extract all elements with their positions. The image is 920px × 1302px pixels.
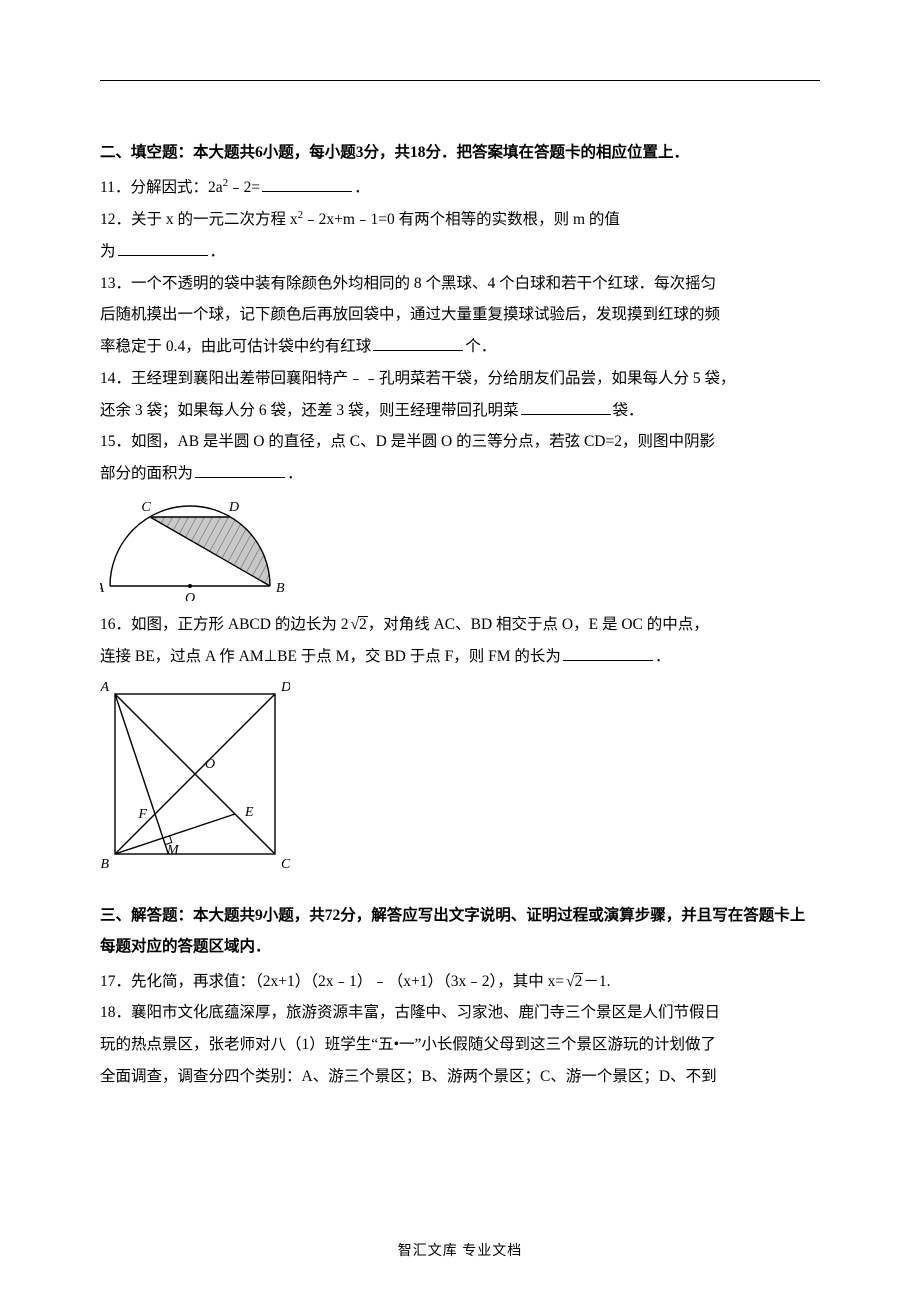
- q15-l1: 15．如图，AB 是半圆 O 的直径，点 C、D 是半圆 O 的三等分点，若弦 …: [100, 426, 820, 458]
- svg-text:O: O: [185, 591, 195, 601]
- svg-text:B: B: [276, 581, 285, 596]
- q16-figure: A D B C O E F M: [100, 679, 820, 874]
- svg-text:O: O: [205, 757, 215, 772]
- q17-sqrt: 2: [574, 973, 584, 990]
- q13-l3a: 率稳定于 0.4，由此可估计袋中约有红球: [100, 338, 371, 355]
- q16-l1: 16．如图，正方形 ABCD 的边长为 2√2，对角线 AC、BD 相交于点 O…: [100, 609, 820, 641]
- q17: 17．先化简，再求值：（2x+1）（2x﹣1）﹣（x+1）（3x﹣2），其中 x…: [100, 966, 820, 998]
- q13-blank: [373, 336, 463, 352]
- q18-l3: 全面调查，调查分四个类别：A、游三个景区；B、游两个景区；C、游一个景区；D、不…: [100, 1061, 820, 1093]
- q12-l2pre: 为: [100, 243, 116, 260]
- q17-a: 先化简，再求值：（2x+1）（2x﹣1）﹣（x+1）（3x﹣2），其中 x=: [131, 973, 564, 990]
- q12-l1: 12．关于 x 的一元二次方程 x2﹣2x+m﹣1=0 有两个相等的实数根，则 …: [100, 204, 820, 236]
- q11-pre: 分解因式：2a: [130, 179, 222, 196]
- q13-l3b: 个．: [465, 338, 496, 355]
- svg-text:C: C: [141, 500, 151, 515]
- q18-l1t: 襄阳市文化底蕴深厚，旅游资源丰富，古隆中、习家池、鹿门寺三个景区是人们节假日: [131, 1004, 720, 1021]
- q12-tail: ．: [210, 243, 226, 260]
- q17-b: －1: [583, 973, 606, 990]
- q11: 11．分解因式：2a2﹣2=．: [100, 172, 820, 204]
- svg-text:C: C: [281, 857, 290, 872]
- q18-l2: 玩的热点景区，张老师对八（1）班学生“五•一”小长假随父母到这三个景区游玩的计划…: [100, 1029, 820, 1061]
- q12-blank: [118, 240, 208, 256]
- svg-text:A: A: [100, 581, 104, 596]
- svg-text:D: D: [228, 500, 239, 515]
- q12-l2: 为．: [100, 236, 820, 268]
- q14-l1: 14．王经理到襄阳出差带回襄阳特产﹣﹣孔明菜若干袋，分给朋友们品尝，如果每人分 …: [100, 363, 820, 395]
- svg-text:F: F: [137, 807, 147, 822]
- q12-pre: 关于 x 的一元二次方程 x: [131, 211, 298, 228]
- section2-title: 二、填空题：本大题共6小题，每小题3分，共18分．把答案填在答题卡的相应位置上．: [100, 137, 820, 168]
- q18-l1: 18．襄阳市文化底蕴深厚，旅游资源丰富，古隆中、习家池、鹿门寺三个景区是人们节假…: [100, 997, 820, 1029]
- q13-num: 13．: [100, 275, 131, 292]
- q11-tail: ．: [354, 179, 370, 196]
- q11-num: 11．: [100, 179, 130, 196]
- q15-l1t: 如图，AB 是半圆 O 的直径，点 C、D 是半圆 O 的三等分点，若弦 CD=…: [131, 433, 715, 450]
- q13-l1: 13．一个不透明的袋中装有除颜色外均相同的 8 个黑球、4 个白球和若干个红球．…: [100, 268, 820, 300]
- page-footer: 智汇文库 专业文档: [0, 1240, 920, 1260]
- svg-text:B: B: [100, 857, 109, 872]
- q15-blank: [195, 463, 285, 479]
- q14-l2a: 还余 3 袋；如果每人分 6 袋，还差 3 袋，则王经理带回孔明菜: [100, 402, 519, 419]
- q15-l2: 部分的面积为 ．: [100, 458, 820, 490]
- sqrt2-icon-2: √2: [564, 966, 583, 998]
- svg-text:D: D: [280, 680, 290, 695]
- q12-mid: ﹣2x+m﹣1=0 有两个相等的实数根，则 m 的值: [303, 211, 620, 228]
- q16-blank: [563, 645, 653, 661]
- q13-l1t: 一个不透明的袋中装有除颜色外均相同的 8 个黑球、4 个白球和若干个红球．每次摇…: [131, 275, 716, 292]
- sqrt2-icon-1: √2: [348, 609, 367, 641]
- q13-l3: 率稳定于 0.4，由此可估计袋中约有红球 个．: [100, 331, 820, 363]
- q14-l2: 还余 3 袋；如果每人分 6 袋，还差 3 袋，则王经理带回孔明菜 袋．: [100, 395, 820, 427]
- q11-blank: [262, 177, 352, 193]
- q11-mid: ﹣2=: [228, 179, 260, 196]
- q14-l2b: 袋．: [613, 402, 644, 419]
- q15-figure: A B O C D: [100, 496, 820, 601]
- q17-tail: .: [607, 973, 611, 990]
- q15-l2b: ．: [287, 465, 303, 482]
- q18-num: 18．: [100, 1004, 131, 1021]
- svg-text:M: M: [166, 843, 180, 858]
- q14-l1t: 王经理到襄阳出差带回襄阳特产﹣﹣孔明菜若干袋，分给朋友们品尝，如果每人分 5 袋…: [131, 370, 736, 387]
- q16-l2b: ．: [655, 648, 671, 665]
- q17-num: 17．: [100, 973, 131, 990]
- top-rule: [100, 80, 820, 81]
- section3-title: 三、解答题：本大题共9小题，共72分，解答应写出文字说明、证明过程或演算步骤，并…: [100, 900, 820, 962]
- q15-num: 15．: [100, 433, 131, 450]
- q16-sqrt: 2: [358, 616, 368, 633]
- q16-num: 16．: [100, 616, 131, 633]
- q16-l1a: 如图，正方形 ABCD 的边长为 2: [131, 616, 348, 633]
- svg-text:A: A: [100, 680, 109, 695]
- q16-l2a: 连接 BE，过点 A 作 AM⊥BE 于点 M，交 BD 于点 F，则 FM 的…: [100, 648, 561, 665]
- q14-num: 14．: [100, 370, 131, 387]
- svg-text:E: E: [244, 805, 254, 820]
- q12-num: 12．: [100, 211, 131, 228]
- q14-blank: [521, 399, 611, 415]
- q13-l2: 后随机摸出一个球，记下颜色后再放回袋中，通过大量重复摸球试验后，发现摸到红球的频: [100, 299, 820, 331]
- q15-l2a: 部分的面积为: [100, 465, 193, 482]
- q16-l2: 连接 BE，过点 A 作 AM⊥BE 于点 M，交 BD 于点 F，则 FM 的…: [100, 641, 820, 673]
- q16-l1b: ，对角线 AC、BD 相交于点 O，E 是 OC 的中点，: [368, 616, 709, 633]
